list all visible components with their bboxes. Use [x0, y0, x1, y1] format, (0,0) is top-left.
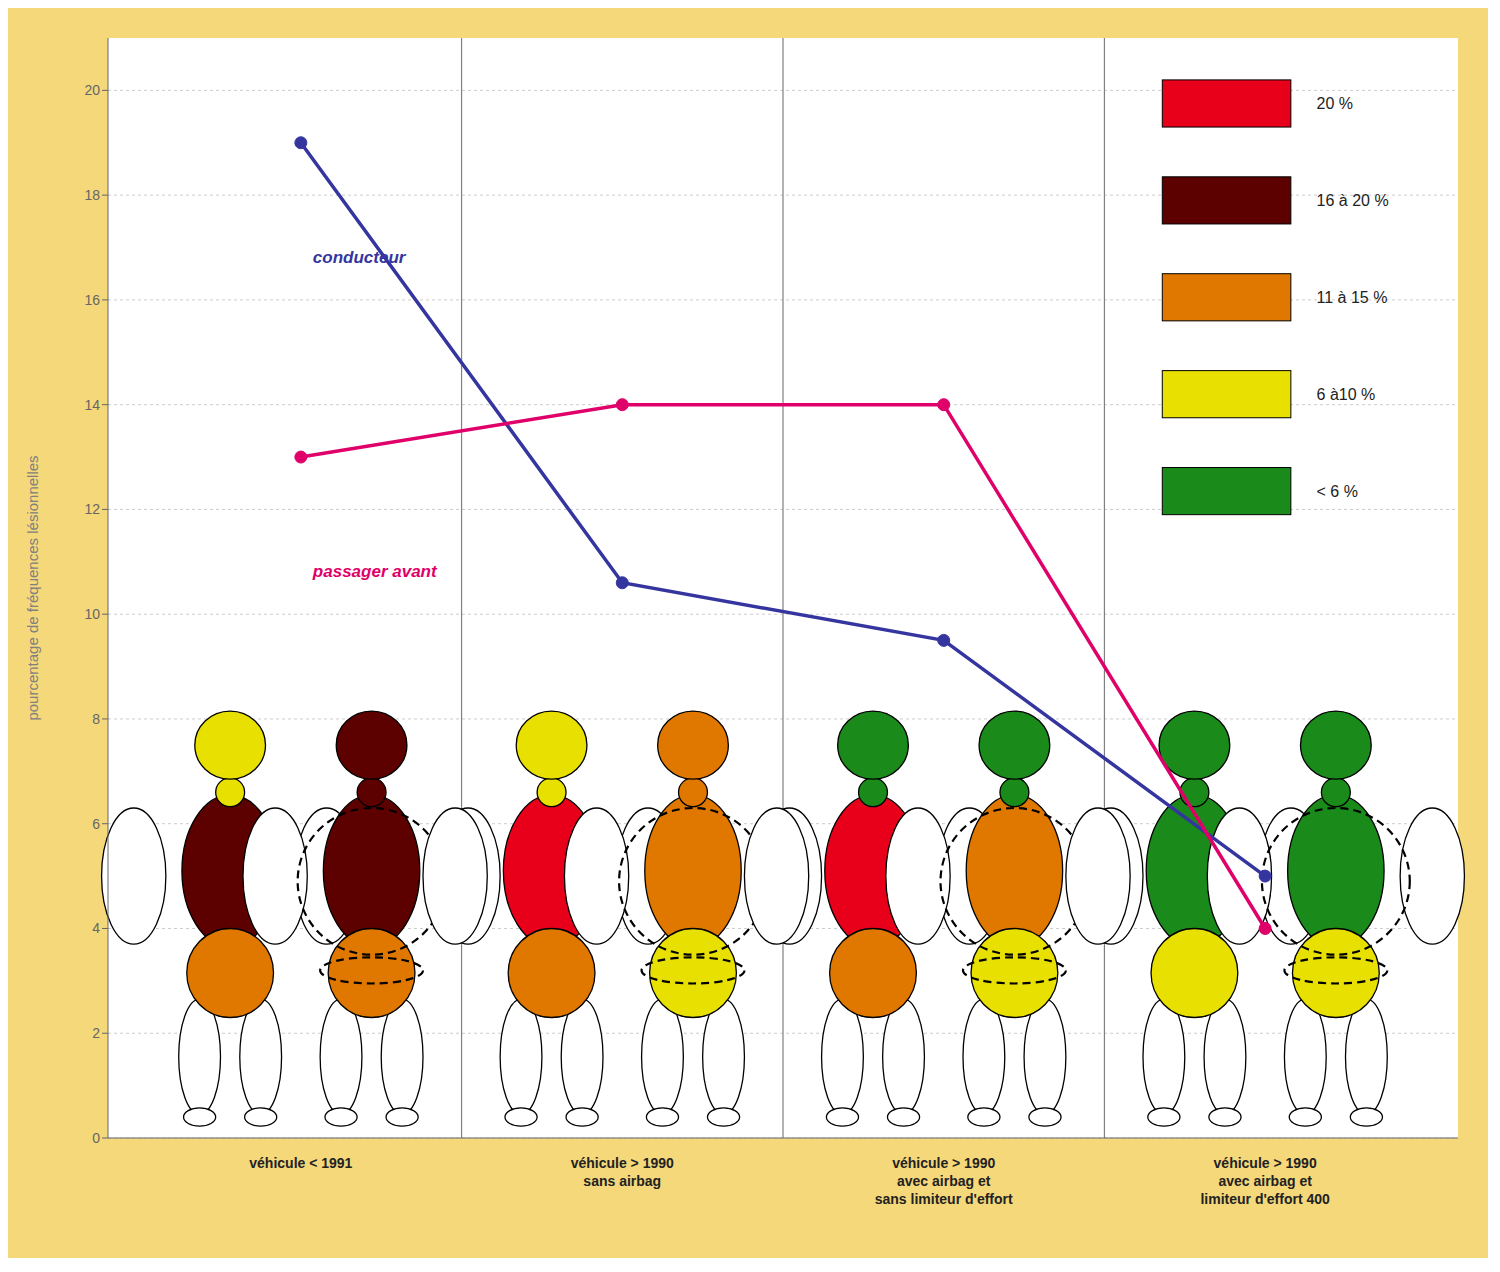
svg-text:4: 4: [92, 920, 100, 936]
svg-text:pourcentage de fréquences lési: pourcentage de fréquences lésionnelles: [24, 455, 41, 720]
svg-text:6 à10 %: 6 à10 %: [1317, 386, 1376, 403]
svg-text:véhicule > 1990avec airbag ets: véhicule > 1990avec airbag etsans limite…: [875, 1155, 1013, 1207]
svg-text:10: 10: [84, 606, 100, 622]
svg-text:véhicule > 1990avec airbag etl: véhicule > 1990avec airbag etlimiteur d'…: [1200, 1155, 1330, 1207]
svg-text:20: 20: [84, 82, 100, 98]
svg-text:16: 16: [84, 292, 100, 308]
svg-text:< 6 %: < 6 %: [1317, 483, 1358, 500]
svg-text:16 à 20 %: 16 à 20 %: [1317, 192, 1389, 209]
svg-text:0: 0: [92, 1130, 100, 1146]
svg-text:12: 12: [84, 501, 100, 517]
svg-text:14: 14: [84, 397, 100, 413]
svg-text:18: 18: [84, 187, 100, 203]
svg-text:2: 2: [92, 1025, 100, 1041]
svg-text:8: 8: [92, 711, 100, 727]
svg-text:6: 6: [92, 816, 100, 832]
svg-text:20 %: 20 %: [1317, 95, 1353, 112]
svg-text:véhicule > 1990sans airbag: véhicule > 1990sans airbag: [571, 1155, 674, 1189]
svg-text:véhicule < 1991: véhicule < 1991: [249, 1155, 352, 1171]
svg-text:passager avant: passager avant: [312, 562, 438, 581]
svg-text:11 à 15 %: 11 à 15 %: [1317, 289, 1388, 306]
svg-text:conducteur: conducteur: [313, 248, 407, 267]
